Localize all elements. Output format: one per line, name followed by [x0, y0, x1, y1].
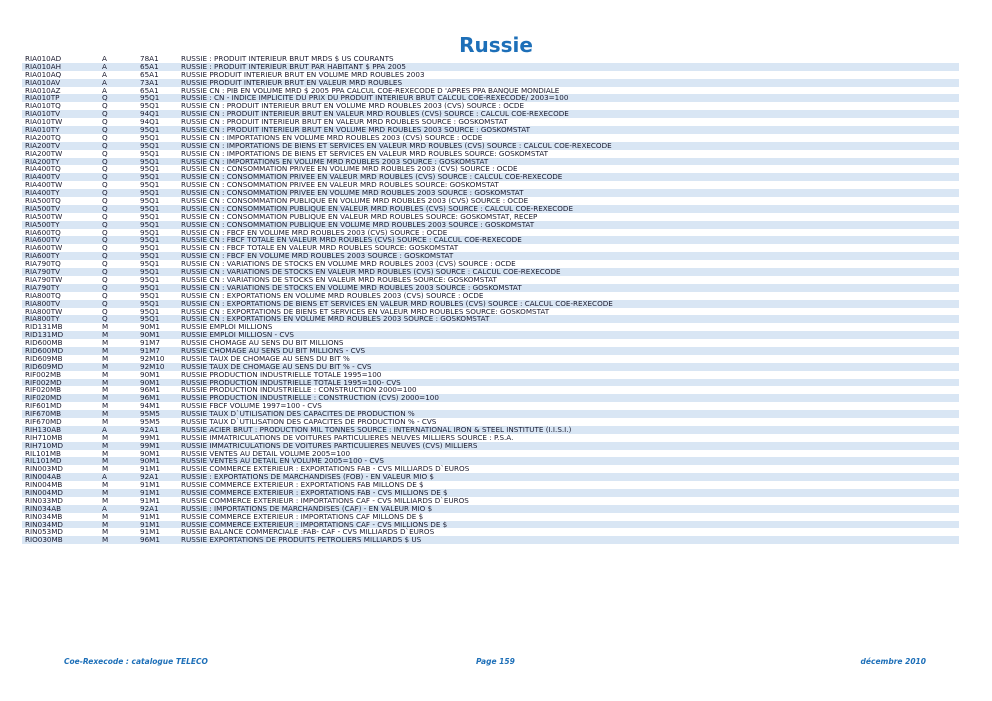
footer-date: décembre 2010 — [861, 657, 926, 666]
table-row: RIF601MD M 94M1 RUSSIE FBCF VOLUME 1997=100… — [22, 402, 959, 410]
series-frequency: M — [102, 536, 108, 544]
table-row: RIN034MD M 91M1 RUSSIE COMMERCE EXTERIEUR :… — [22, 521, 959, 529]
table-row: RIN004MD M 91M1 RUSSIE COMMERCE EXTERIEUR :… — [22, 489, 959, 497]
series-catalogue-table: RIA010AD A 78A1 RUSSIE : PRODUIT INTERIEUR … — [22, 55, 959, 544]
table-row: RIN003MD M 91M1 RUSSIE COMMERCE EXTERIEUR :… — [22, 465, 959, 473]
table-row: RIN053MD M 91M1 RUSSIE BALANCE COMMERCIALE … — [22, 528, 959, 536]
footer-page-number: Page 159 — [476, 657, 515, 666]
table-row: RIN034AB A 92A1 RUSSIE : IMPORTATIONS DE MA… — [22, 505, 959, 513]
table-row: RIF020MD M 96M1 RUSSIE PRODUCTION INDUSTRIE… — [22, 394, 959, 402]
table-row: RIN034MB M 91M1 RUSSIE COMMERCE EXTERIEUR :… — [22, 513, 959, 521]
table-row: RID600MB M 91M7 RUSSIE CHOMAGE AU SENS DU B… — [22, 339, 959, 347]
table-row: RIA010AH A 65A1 RUSSIE : PRODUIT INTERIEUR … — [22, 63, 959, 71]
table-row: RIL101MD M 90M1 RUSSIE VENTES AU DETAIL EN … — [22, 457, 959, 465]
table-row: RIF002MD M 90M1 RUSSIE PRODUCTION INDUSTRIE… — [22, 379, 959, 387]
table-row: RIH710MB M 99M1 RUSSIE IMMATRICULATIONS DE … — [22, 434, 959, 442]
page-title: Russie — [0, 34, 992, 56]
table-row: RIA600TV Q 95Q1 RUSSIE CN : FBCF TOTALE EN … — [22, 236, 959, 244]
table-row: RIA790TY Q 95Q1 RUSSIE CN : VARIATIONS DE S… — [22, 284, 959, 292]
table-row: RIA010AQ A 65A1 RUSSIE PRODUIT INTERIEUR BR… — [22, 71, 959, 79]
table-row: RIN004AB A 92A1 RUSSIE : EXPORTATIONS DE MA… — [22, 473, 959, 481]
table-row: RIA500TY Q 95Q1 RUSSIE CN : CONSOMMATION PU… — [22, 221, 959, 229]
table-row: RIA600TW Q 95Q1 RUSSIE CN : FBCF TOTALE EN … — [22, 244, 959, 252]
table-row: RID609MD M 92M10 RUSSIE TAUX DE CHOMAGE AU … — [22, 363, 959, 371]
table-row: RIL101MB M 90M1 RUSSIE VENTES AU DETAIL VOL… — [22, 450, 959, 458]
table-row: RIF002MB M 90M1 RUSSIE PRODUCTION INDUSTRIE… — [22, 371, 959, 379]
series-description: RUSSIE EXPORTATIONS DE PRODUITS PETROLIE… — [181, 536, 421, 544]
table-row: RID131MB M 90M1 RUSSIE EMPLOI MILLIONS — [22, 323, 959, 331]
table-row: RIA800TW Q 95Q1 RUSSIE CN : EXPORTATIONS DE… — [22, 308, 959, 316]
table-row: RIA010AD A 78A1 RUSSIE : PRODUIT INTERIEUR … — [22, 55, 959, 63]
series-start: 96M1 — [140, 536, 160, 544]
table-row: RIA200TW Q 95Q1 RUSSIE CN : IMPORTATIONS DE… — [22, 150, 959, 158]
table-row: RIF020MB M 96M1 RUSSIE PRODUCTION INDUSTRIE… — [22, 386, 959, 394]
table-row: RIO030MB M 96M1 RUSSIE EXPORTATIONS DE PROD… — [22, 536, 959, 544]
table-row: RIF670MB M 95M5 RUSSIE TAUX D`UTILISATION D… — [22, 410, 959, 418]
page-footer: Coe-Rexecode : catalogue TELECO Page 159… — [0, 657, 992, 667]
table-row: RIH710MD M 99M1 RUSSIE IMMATRICULATIONS DE … — [22, 442, 959, 450]
table-row: RID131MD M 90M1 RUSSIE EMPLOI MILLIOSN - CV… — [22, 331, 959, 339]
table-row: RIN033MD M 91M1 RUSSIE COMMERCE EXTERIEUR :… — [22, 497, 959, 505]
table-row: RIN004MB M 91M1 RUSSIE COMMERCE EXTERIEUR :… — [22, 481, 959, 489]
table-row: RIA010TY Q 95Q1 RUSSIE CN : PRODUIT INTERIE… — [22, 126, 959, 134]
series-code: RIO030MB — [25, 536, 63, 544]
footer-catalogue-label: Coe-Rexecode : catalogue TELECO — [64, 657, 208, 666]
table-row: RIA800TY Q 95Q1 RUSSIE CN : EXPORTATIONS EN… — [22, 315, 959, 323]
